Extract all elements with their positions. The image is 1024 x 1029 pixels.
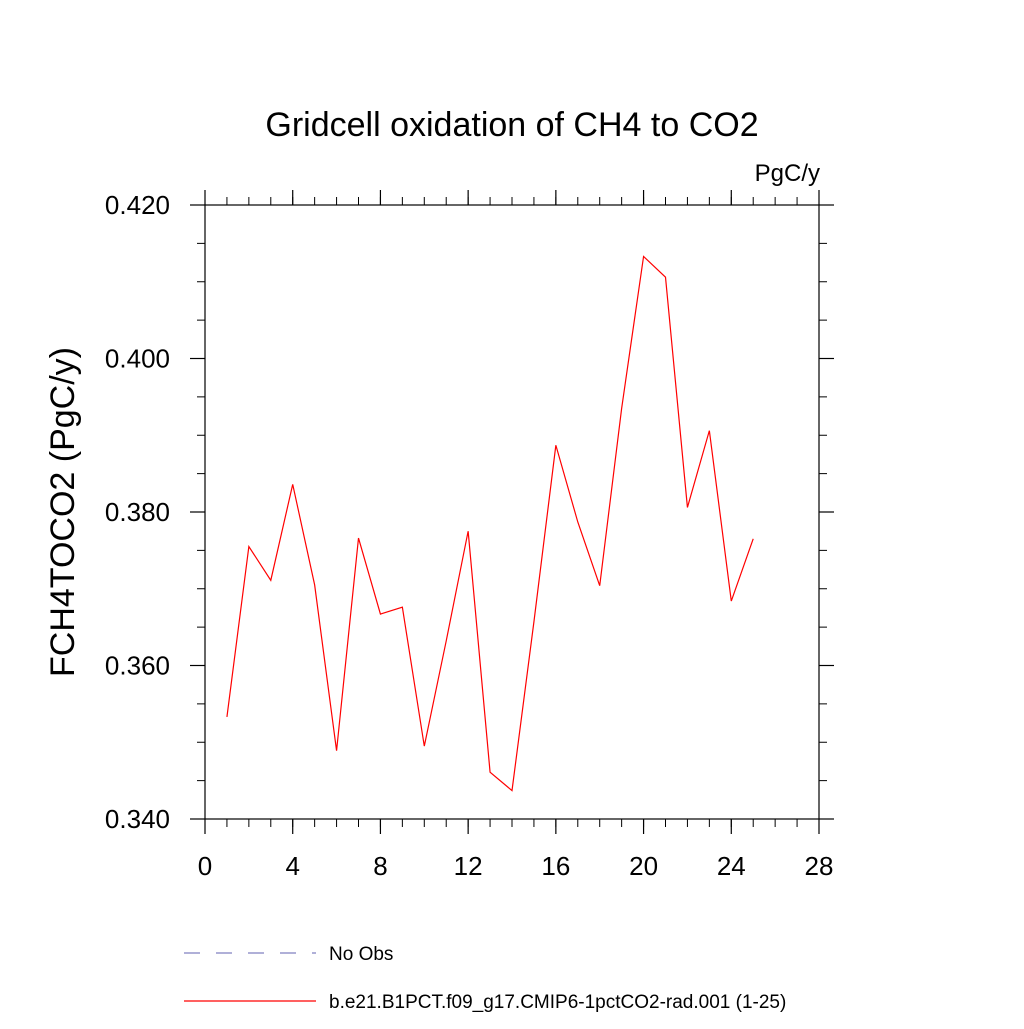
series-layer	[226, 255, 754, 792]
x-tick-label: 16	[541, 851, 570, 881]
x-tick-label: 12	[454, 851, 483, 881]
x-tick-label: 8	[373, 851, 387, 881]
y-tick-label: 0.420	[105, 190, 170, 220]
y-tick-label: 0.400	[105, 344, 170, 374]
y-tick-label: 0.360	[105, 651, 170, 681]
x-tick-label: 20	[629, 851, 658, 881]
legend-label: No Obs	[329, 944, 393, 965]
x-tick-label: 24	[717, 851, 746, 881]
legend-label: b.e21.B1PCT.f09_g17.CMIP6-1pctCO2-rad.00…	[329, 992, 786, 1013]
plot-frame	[204, 204, 820, 820]
series-line	[226, 255, 754, 792]
x-tick-label: 4	[285, 851, 299, 881]
x-tick-label: 0	[198, 851, 212, 881]
y-tick-label: 0.380	[105, 497, 170, 527]
units-label: PgC/y	[755, 160, 820, 187]
y-axis-label: FCH4TOCO2 (PgC/y)	[44, 347, 82, 677]
x-axis-ticks: 0 4 8 12 16 20 24 28	[198, 190, 834, 881]
y-tick-label: 0.340	[105, 804, 170, 834]
y-axis-ticks: 0.340 0.360 0.380 0.400 0.420	[105, 190, 834, 834]
chart-title: Gridcell oxidation of CH4 to CO2	[265, 106, 758, 144]
x-tick-label: 28	[805, 851, 834, 881]
legend: No Obs b.e21.B1PCT.f09_g17.CMIP6-1pctCO2-…	[184, 944, 786, 1013]
